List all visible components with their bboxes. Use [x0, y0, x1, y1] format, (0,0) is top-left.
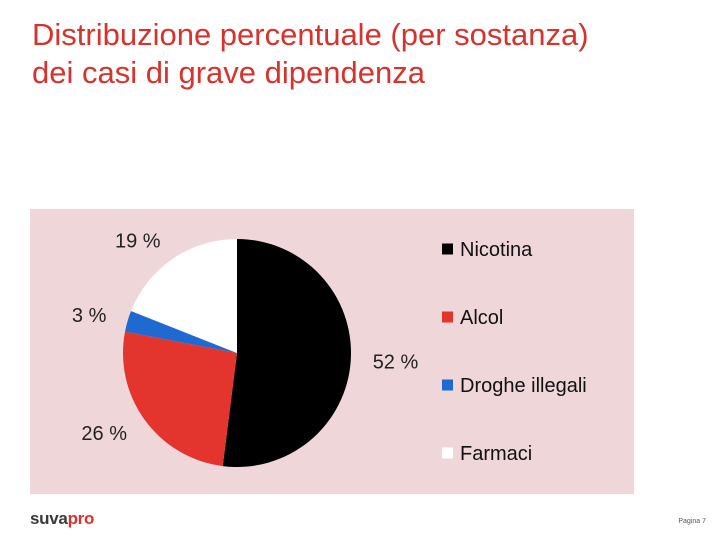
pie-slice-farmaci [131, 239, 237, 353]
logo-text-suva: suva [30, 509, 68, 528]
legend-label-droghe-illegali: Droghe illegali [460, 375, 587, 397]
legend-swatch-droghe-illegali [442, 379, 453, 391]
legend-label-alcol: Alcol [460, 307, 503, 329]
value-label-alcol: 26 % [81, 423, 127, 445]
legend-label-nicotina: Nicotina [460, 239, 533, 261]
suvapro-logo: suvapro [30, 509, 94, 529]
value-label-farmaci: 19 % [115, 231, 161, 253]
chart-panel: 52 % 26 % 3 % 19 % Nicotina Alcol Droghe illeg… [30, 209, 634, 494]
page-number: Pagina 7 [678, 518, 706, 525]
slide-title-line-1: Distribuzione percentuale (per sostanza) [32, 17, 589, 52]
slide-title: Distribuzione percentuale (per sostanza)… [32, 16, 702, 92]
legend-swatch-farmaci [442, 447, 453, 459]
legend-swatch-nicotina [442, 243, 453, 255]
value-label-nicotina: 52 % [373, 352, 419, 374]
pie-slice-nicotina [222, 239, 352, 467]
logo-text-pro: pro [67, 509, 95, 528]
slide-title-line-2: dei casi di grave dipendenza [32, 55, 425, 90]
pie-slice-alcol [123, 331, 237, 467]
value-label-droghe-illegali: 3 % [72, 305, 107, 327]
pie-slice-droghe-illegali [125, 311, 237, 353]
pie-chart: 52 % 26 % 3 % 19 % Nicotina Alcol Droghe illeg… [72, 231, 587, 467]
legend-swatch-alcol [442, 311, 453, 323]
legend-label-farmaci: Farmaci [460, 443, 532, 465]
